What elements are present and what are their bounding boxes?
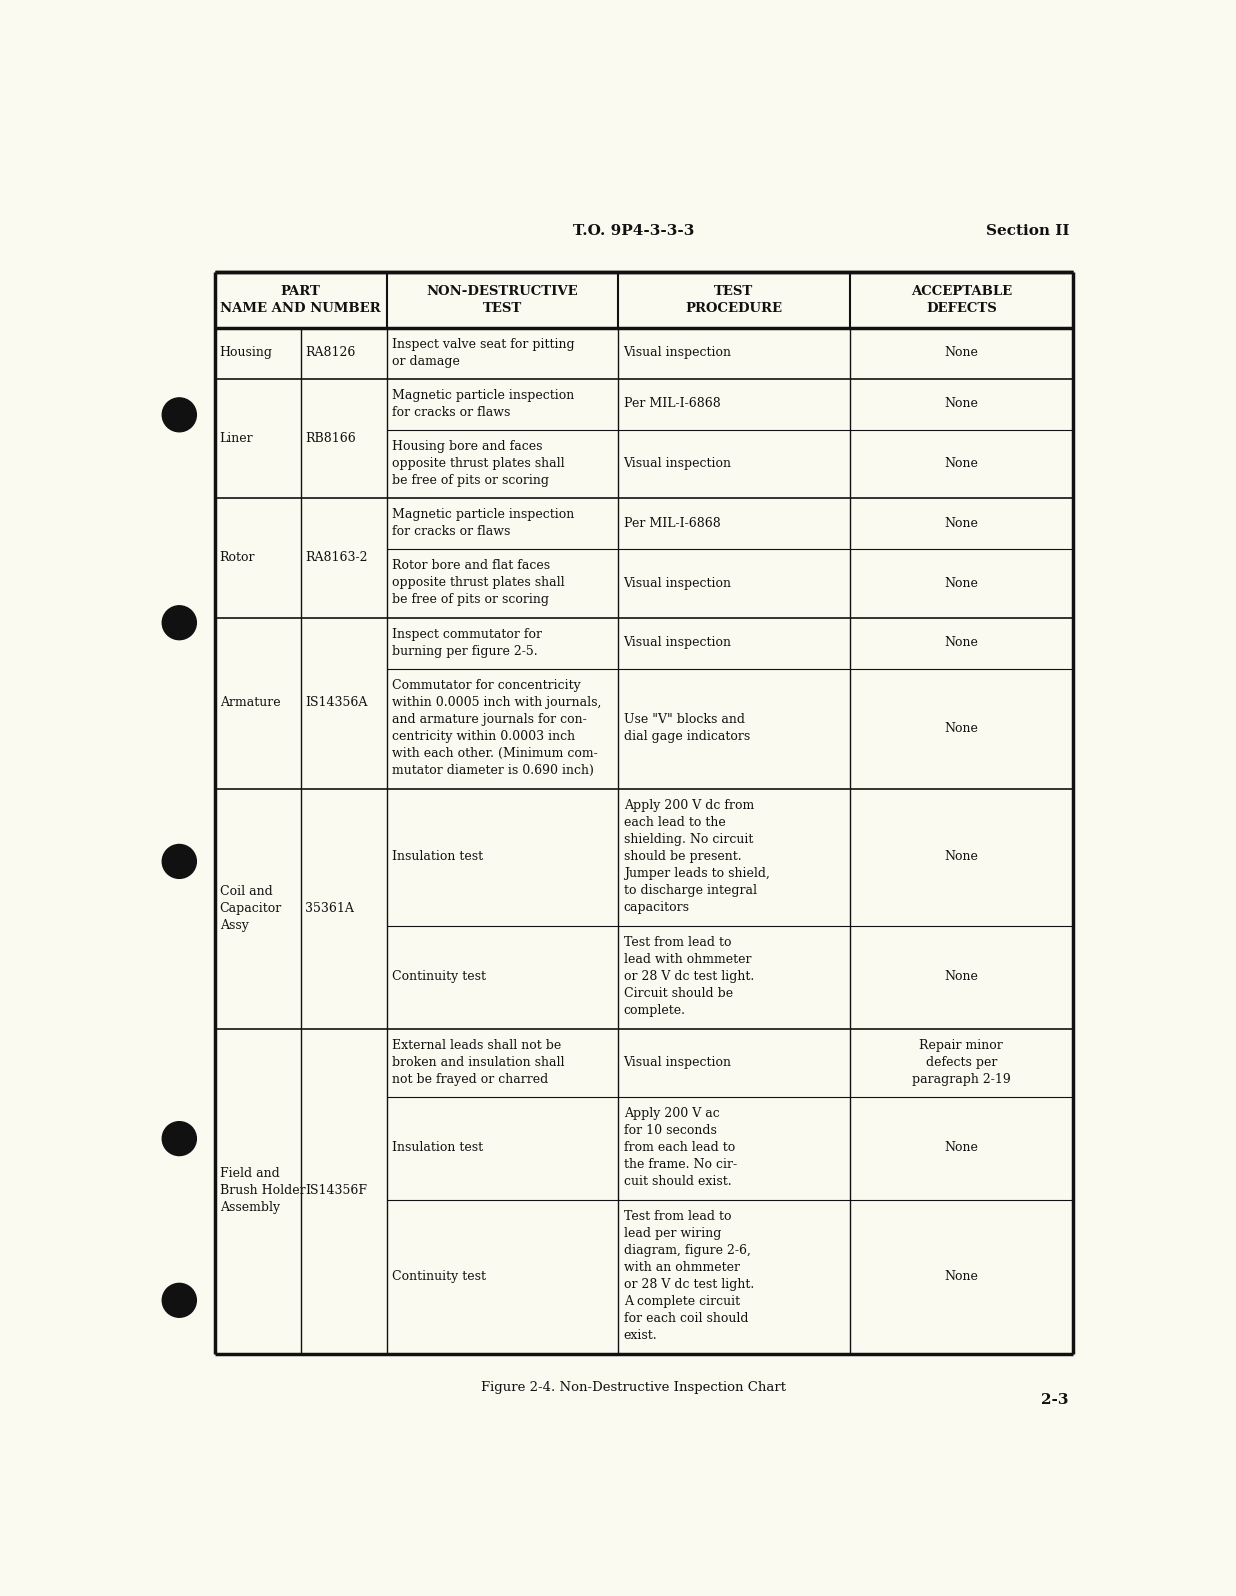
Text: Per MIL-I-6868: Per MIL-I-6868 — [624, 517, 721, 530]
Text: Housing: Housing — [220, 346, 273, 359]
Circle shape — [162, 844, 197, 878]
Circle shape — [162, 606, 197, 640]
Text: None: None — [944, 346, 978, 359]
Text: T.O. 9P4-3-3-3: T.O. 9P4-3-3-3 — [572, 223, 695, 238]
Text: Field and
Brush Holder
Assembly: Field and Brush Holder Assembly — [220, 1167, 305, 1215]
Text: RA8126: RA8126 — [305, 346, 356, 359]
Text: Housing bore and faces
opposite thrust plates shall
be free of pits or scoring: Housing bore and faces opposite thrust p… — [392, 440, 565, 487]
Text: 2-3: 2-3 — [1042, 1393, 1069, 1406]
Text: None: None — [944, 970, 978, 983]
Text: IS14356F: IS14356F — [305, 1184, 367, 1197]
Text: Apply 200 V ac
for 10 seconds
from each lead to
the frame. No cir-
cuit should e: Apply 200 V ac for 10 seconds from each … — [624, 1108, 737, 1187]
Text: Per MIL-I-6868: Per MIL-I-6868 — [624, 397, 721, 410]
Circle shape — [162, 1283, 197, 1317]
Text: Test from lead to
lead with ohmmeter
or 28 V dc test light.
Circuit should be
co: Test from lead to lead with ohmmeter or … — [624, 935, 754, 1017]
Text: RB8166: RB8166 — [305, 431, 356, 445]
Text: Armature: Armature — [220, 696, 281, 709]
Text: Rotor: Rotor — [220, 551, 255, 563]
Text: External leads shall not be
broken and insulation shall
not be frayed or charred: External leads shall not be broken and i… — [392, 1039, 565, 1085]
Text: None: None — [944, 1270, 978, 1283]
Text: Continuity test: Continuity test — [392, 1270, 486, 1283]
Text: Magnetic particle inspection
for cracks or flaws: Magnetic particle inspection for cracks … — [392, 508, 575, 538]
Text: None: None — [944, 456, 978, 471]
Text: Visual inspection: Visual inspection — [624, 637, 732, 650]
Text: RA8163-2: RA8163-2 — [305, 551, 368, 563]
Text: Insulation test: Insulation test — [392, 851, 483, 863]
Text: Liner: Liner — [220, 431, 253, 445]
Text: Figure 2-4. Non-Destructive Inspection Chart: Figure 2-4. Non-Destructive Inspection C… — [481, 1381, 786, 1395]
Text: Apply 200 V dc from
each lead to the
shielding. No circuit
should be present.
Ju: Apply 200 V dc from each lead to the shi… — [624, 798, 770, 915]
Text: NON-DESTRUCTIVE
TEST: NON-DESTRUCTIVE TEST — [426, 286, 578, 314]
Text: Test from lead to
lead per wiring
diagram, figure 2-6,
with an ohmmeter
or 28 V : Test from lead to lead per wiring diagra… — [624, 1210, 754, 1342]
Text: None: None — [944, 576, 978, 589]
Text: Section II: Section II — [985, 223, 1069, 238]
Text: Repair minor
defects per
paragraph 2-19: Repair minor defects per paragraph 2-19 — [912, 1039, 1011, 1085]
Text: Inspect commutator for
burning per figure 2-5.: Inspect commutator for burning per figur… — [392, 627, 541, 658]
Text: PART
NAME AND NUMBER: PART NAME AND NUMBER — [220, 286, 381, 314]
Text: None: None — [944, 517, 978, 530]
Text: Commutator for concentricity
within 0.0005 inch with journals,
and armature jour: Commutator for concentricity within 0.00… — [392, 678, 602, 777]
Text: Rotor bore and flat faces
opposite thrust plates shall
be free of pits or scorin: Rotor bore and flat faces opposite thrus… — [392, 559, 565, 606]
Circle shape — [162, 1122, 197, 1156]
Text: IS14356A: IS14356A — [305, 696, 368, 709]
Text: Continuity test: Continuity test — [392, 970, 486, 983]
Text: Visual inspection: Visual inspection — [624, 456, 732, 471]
Text: None: None — [944, 397, 978, 410]
Text: Visual inspection: Visual inspection — [624, 576, 732, 589]
Text: Magnetic particle inspection
for cracks or flaws: Magnetic particle inspection for cracks … — [392, 389, 575, 418]
Text: None: None — [944, 637, 978, 650]
Circle shape — [162, 397, 197, 433]
Text: Visual inspection: Visual inspection — [624, 1057, 732, 1069]
Text: TEST
PROCEDURE: TEST PROCEDURE — [686, 286, 782, 314]
Text: ACCEPTABLE
DEFECTS: ACCEPTABLE DEFECTS — [911, 286, 1012, 314]
Text: Visual inspection: Visual inspection — [624, 346, 732, 359]
Text: Insulation test: Insulation test — [392, 1141, 483, 1154]
Text: None: None — [944, 721, 978, 734]
Text: 35361A: 35361A — [305, 902, 355, 915]
Text: None: None — [944, 1141, 978, 1154]
Text: Inspect valve seat for pitting
or damage: Inspect valve seat for pitting or damage — [392, 338, 575, 367]
Text: Coil and
Capacitor
Assy: Coil and Capacitor Assy — [220, 884, 282, 932]
Text: Use "V" blocks and
dial gage indicators: Use "V" blocks and dial gage indicators — [624, 713, 750, 744]
Text: None: None — [944, 851, 978, 863]
